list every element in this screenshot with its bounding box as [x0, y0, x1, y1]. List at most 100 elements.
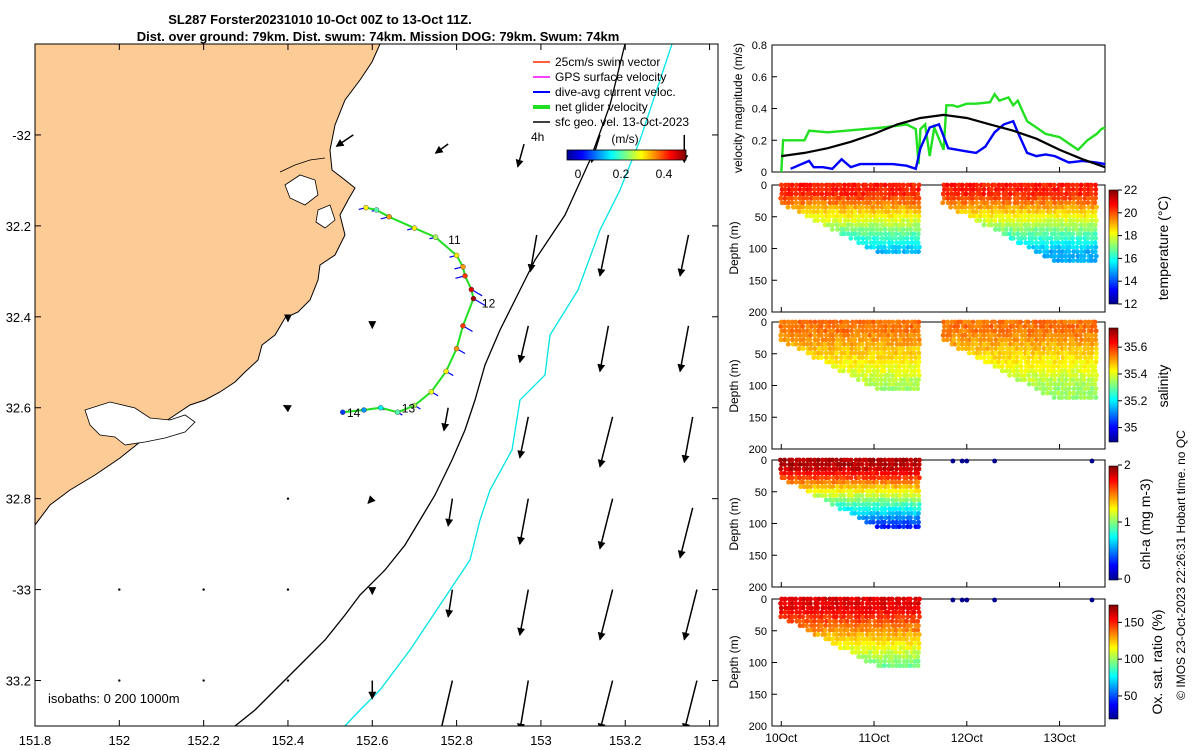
section-data-point [1082, 319, 1088, 325]
section-data-point [1034, 332, 1039, 338]
section-data-point [982, 350, 988, 356]
section-data-point [1051, 258, 1057, 263]
surface-vector [597, 325, 610, 373]
section-data-point [908, 506, 914, 512]
section-data-point [912, 636, 917, 642]
section-data-point [859, 364, 865, 369]
section-data-point [1053, 332, 1058, 338]
section-data-point [815, 479, 821, 485]
section-data-point [905, 319, 911, 325]
section-data-point [867, 346, 873, 352]
section-data-point [786, 200, 791, 206]
section-data-point [1070, 258, 1076, 263]
section-data-point [1031, 222, 1036, 228]
section-data-point [1051, 195, 1057, 201]
section-data-point [879, 475, 884, 481]
section-data-point [970, 191, 976, 197]
section-data-point [882, 488, 888, 494]
track-point [460, 323, 466, 329]
section-data-point [830, 636, 836, 642]
section-data-point [1001, 332, 1007, 338]
section-data-point [852, 182, 858, 188]
section-data-point [1092, 249, 1098, 255]
section-data-point [1059, 231, 1065, 237]
section-data-point [849, 222, 855, 228]
section-data-point [878, 484, 884, 490]
section-data-point [874, 470, 880, 476]
section-data-point [864, 204, 870, 210]
section-data-point [805, 462, 810, 467]
section-data-point [853, 319, 859, 325]
section-data-point [805, 479, 810, 485]
section-data-point [1089, 187, 1094, 192]
section-data-point [904, 187, 910, 192]
section-data-point [1034, 337, 1039, 343]
section-data-point [896, 364, 902, 369]
section-data-point [900, 457, 906, 463]
section-data-point [917, 341, 922, 347]
section-data-point [908, 479, 914, 485]
section-data-point [863, 502, 869, 507]
section-data-point [1007, 372, 1012, 378]
section-data-point [801, 596, 807, 602]
section-data-point [992, 182, 998, 188]
track-point [453, 345, 460, 352]
section-data-point [882, 596, 887, 602]
section-data-point [1081, 204, 1087, 210]
section-data-point [885, 502, 891, 507]
section-data-point [973, 209, 979, 215]
section-data-point [941, 328, 947, 334]
section-data-point [1011, 204, 1017, 210]
map-title-line1: SL287 Forster20231010 10-Oct 00Z to 13-O… [168, 12, 472, 27]
section-data-point [1022, 195, 1028, 201]
colorbar-label: (m/s) [611, 132, 638, 146]
section-data-point [885, 475, 891, 481]
section-data-point [822, 466, 828, 472]
section-data-point [1057, 204, 1062, 210]
section-data-point [953, 204, 958, 210]
section-data-point [864, 381, 869, 387]
section-data-point [874, 649, 880, 655]
section-data-point [1015, 341, 1020, 347]
section-data-point [901, 377, 907, 383]
section-data-point [1022, 213, 1028, 219]
section-data-point [815, 484, 821, 490]
section-data-point [955, 191, 961, 197]
section-data-point [834, 632, 840, 637]
section-data-point [912, 632, 918, 637]
depth-tick-label: 150 [749, 689, 767, 701]
section-data-point [838, 191, 844, 197]
date-tick-label: 13Oct [1044, 731, 1077, 745]
section-data-point [1019, 200, 1025, 206]
section-data-point [853, 649, 859, 655]
section-data-point [819, 209, 824, 215]
section-data-point [807, 337, 813, 343]
section-data-point [870, 204, 876, 210]
section-data-point [909, 381, 914, 387]
x-tick-label: 152.4 [272, 733, 305, 748]
section-data-point [852, 462, 858, 467]
section-data-point [793, 462, 799, 467]
section-data-point [879, 324, 885, 329]
section-data-point [908, 209, 914, 215]
section-data-point [798, 182, 804, 188]
section-data-point [893, 488, 899, 494]
section-data-point [1022, 182, 1028, 188]
section-data-point [845, 341, 851, 347]
section-data-point [1093, 341, 1099, 347]
section-data-point [966, 341, 972, 347]
section-data-point [882, 346, 888, 352]
section-data-point [841, 596, 847, 602]
section-data-point [805, 627, 811, 633]
section-data-point [916, 350, 922, 356]
colorbar-tick-label: 12 [1124, 297, 1138, 311]
section-data-point [879, 636, 885, 642]
section-data-point [864, 470, 870, 476]
section-data-point [857, 324, 863, 329]
section-data-point [867, 497, 873, 503]
section-data-point [852, 470, 858, 476]
section-data-point [894, 368, 899, 374]
section-data-point [959, 458, 965, 464]
oxygen-panel: Depth (m) Ox. sat. ratio (%) 05010015020… [727, 594, 1165, 745]
section-data-point [1000, 346, 1005, 352]
